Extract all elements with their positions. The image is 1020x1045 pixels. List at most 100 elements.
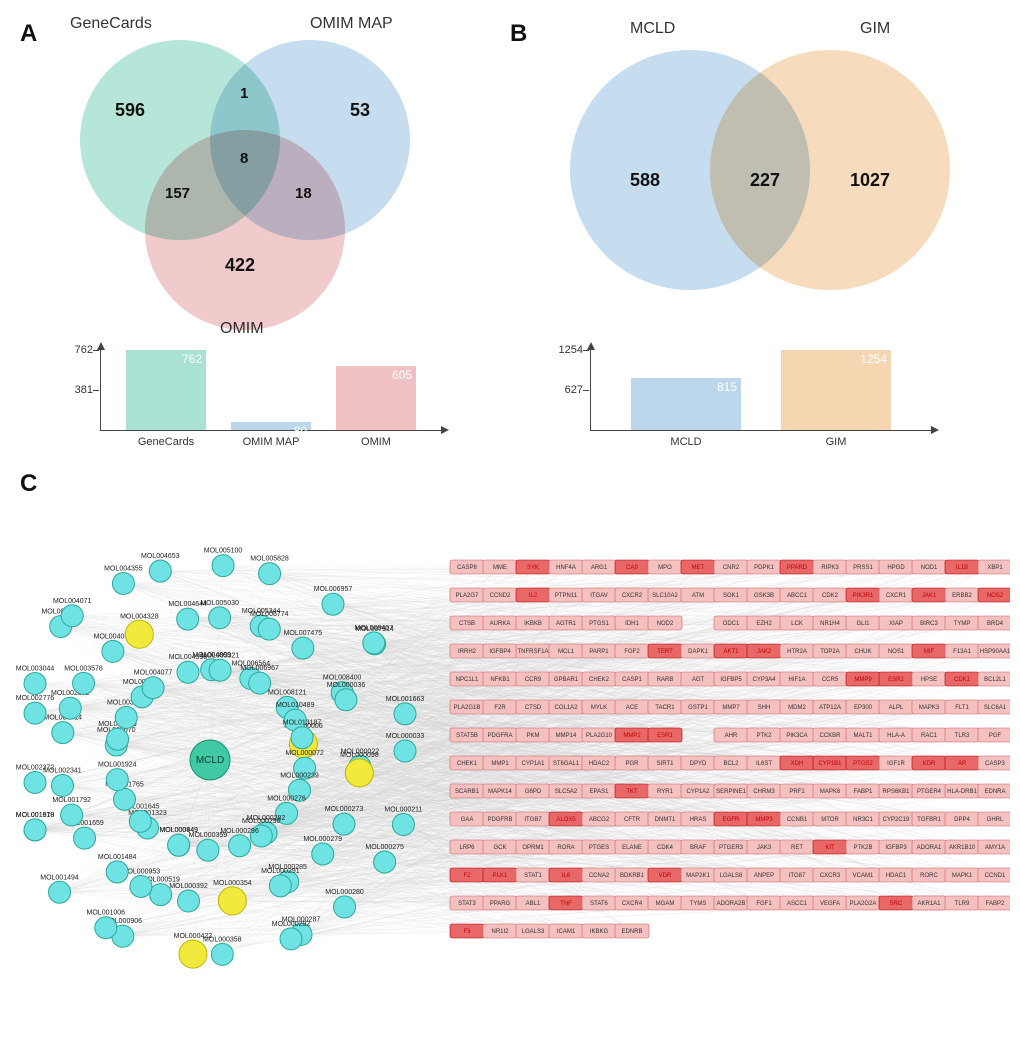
target-node: EDNRA [978, 784, 1010, 798]
target-node: HSP90AA1 [978, 644, 1010, 658]
target-node: AGT [681, 672, 715, 686]
svg-text:RARB: RARB [657, 677, 674, 683]
target-node: IGFBP3 [879, 840, 913, 854]
target-node: TGFBR1 [912, 812, 946, 826]
svg-text:COL1A2: COL1A2 [554, 705, 578, 711]
target-node: IL6 [549, 868, 583, 882]
svg-text:MOL003578: MOL003578 [64, 665, 103, 672]
compound-node: MOL000358 [203, 936, 242, 965]
svg-text:NR1H4: NR1H4 [820, 621, 840, 627]
svg-text:IL1B: IL1B [956, 565, 968, 571]
svg-text:MOL001494: MOL001494 [40, 874, 79, 881]
target-node: EGFR [714, 812, 748, 826]
target-node: PDGFRA [483, 728, 517, 742]
target-node: MCL1 [549, 644, 583, 658]
svg-text:CTSB: CTSB [459, 621, 475, 627]
target-node: IKBKB [516, 616, 550, 630]
svg-text:RET: RET [791, 845, 803, 851]
target-node: MET [681, 560, 715, 574]
svg-text:MOL006774: MOL006774 [250, 611, 289, 618]
target-node: HPGD [879, 560, 913, 574]
target-node: PLK1 [483, 868, 517, 882]
svg-text:CHRM3: CHRM3 [753, 789, 775, 795]
svg-text:AURKA: AURKA [490, 621, 511, 627]
target-node: MGAM [648, 896, 682, 910]
target-node: SLC5A2 [549, 784, 583, 798]
target-node: BDKRB1 [615, 868, 649, 882]
svg-text:ARG1: ARG1 [591, 565, 608, 571]
compound-node: MOL002372 [16, 764, 55, 793]
svg-text:PLA2G2A: PLA2G2A [850, 901, 877, 907]
svg-text:VEGFA: VEGFA [820, 901, 840, 907]
target-node: MYLK [582, 700, 616, 714]
target-node: LCK [780, 616, 814, 630]
svg-text:RIPK3: RIPK3 [821, 565, 839, 571]
target-node: KDR [912, 756, 946, 770]
svg-text:STAT1: STAT1 [524, 873, 542, 879]
target-node: RORA [549, 840, 583, 854]
svg-text:MOL001924: MOL001924 [98, 762, 137, 769]
target-node: AMY1A [978, 840, 1010, 854]
target-node: ATP12A [813, 700, 847, 714]
svg-text:IGFBP3: IGFBP3 [885, 845, 907, 851]
target-node: IDH1 [615, 616, 649, 630]
target-node: F13A1 [945, 644, 979, 658]
svg-text:CXCR3: CXCR3 [820, 873, 841, 879]
target-node: F3 [450, 924, 484, 938]
target-node: BRD4 [978, 616, 1010, 630]
svg-text:TYMP: TYMP [954, 621, 971, 627]
target-node: HRAS [681, 812, 715, 826]
svg-text:MAP2K1: MAP2K1 [686, 873, 710, 879]
svg-text:PTGS1: PTGS1 [589, 621, 609, 627]
target-node: ARG1 [582, 560, 616, 574]
svg-text:ADORA1: ADORA1 [917, 845, 942, 851]
svg-text:HDAC1: HDAC1 [886, 873, 907, 879]
target-node: CA9 [615, 560, 649, 574]
target-node: ALPL [879, 700, 913, 714]
svg-text:CASP8: CASP8 [457, 565, 477, 571]
svg-text:ITGB7: ITGB7 [524, 817, 542, 823]
target-node: ASCC1 [780, 896, 814, 910]
svg-text:IGFBP5: IGFBP5 [720, 677, 742, 683]
target-node: MMP3 [747, 812, 781, 826]
svg-text:MTOR: MTOR [821, 817, 839, 823]
svg-text:JAK3: JAK3 [757, 845, 772, 851]
target-node: GHRL [978, 812, 1010, 826]
target-node: VDR [648, 868, 682, 882]
svg-text:PKM: PKM [526, 733, 539, 739]
svg-text:MOL000239: MOL000239 [280, 772, 319, 779]
svg-text:HRAS: HRAS [690, 817, 707, 823]
target-node: AHR [714, 728, 748, 742]
svg-text:ICAM1: ICAM1 [557, 929, 576, 935]
target-node: ABCG2 [582, 812, 616, 826]
svg-text:PGR: PGR [625, 761, 639, 767]
svg-text:MME: MME [493, 565, 507, 571]
bar-item: 605 [336, 366, 416, 430]
svg-text:FGF1: FGF1 [756, 901, 772, 907]
target-node: AKR1B10 [945, 840, 979, 854]
svg-text:MOL000072: MOL000072 [285, 750, 324, 757]
svg-text:GPBAR1: GPBAR1 [554, 677, 579, 683]
svg-text:OPRM1: OPRM1 [522, 845, 544, 851]
target-node: AURKA [483, 616, 517, 630]
svg-text:VCAM1: VCAM1 [853, 873, 874, 879]
target-node: BRAF [681, 840, 715, 854]
svg-text:ELANE: ELANE [622, 845, 642, 851]
bar-a-ytick-1 [93, 390, 99, 391]
svg-text:TLR3: TLR3 [955, 733, 970, 739]
svg-text:MOL000949: MOL000949 [159, 827, 198, 834]
target-node: PLA2G1B [450, 700, 484, 714]
svg-text:PDPK1: PDPK1 [754, 565, 774, 571]
target-node: FABP1 [846, 784, 880, 798]
svg-text:IRRH2: IRRH2 [458, 649, 477, 655]
target-node: ADORA1 [912, 840, 946, 854]
target-node: IRRH2 [450, 644, 484, 658]
compound-node: MOL003044 [16, 665, 55, 694]
svg-text:IGFBP4: IGFBP4 [489, 649, 511, 655]
svg-text:CCND1: CCND1 [985, 873, 1006, 879]
target-node: CYP2C19 [879, 812, 913, 826]
svg-text:CCNB1: CCNB1 [787, 817, 808, 823]
svg-text:ITGAV: ITGAV [590, 593, 608, 599]
svg-text:PDGFRA: PDGFRA [487, 733, 512, 739]
svg-text:MOL000033: MOL000033 [386, 733, 425, 740]
